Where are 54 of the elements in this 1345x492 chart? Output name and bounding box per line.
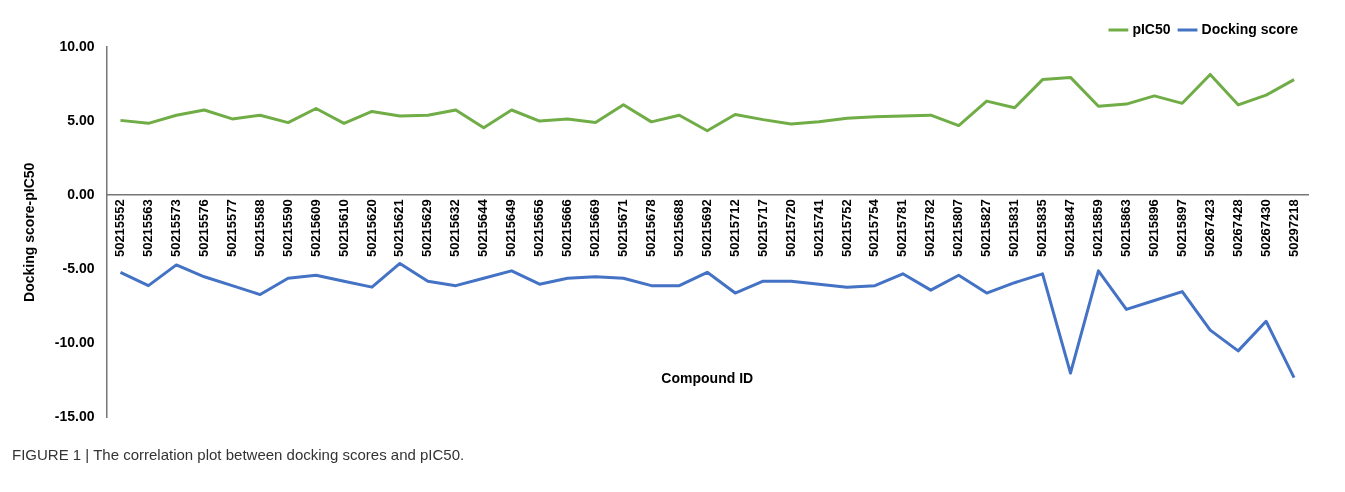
x-tick-label: 50267428 <box>1229 199 1245 258</box>
x-tick-label: 50215590 <box>279 199 295 258</box>
x-tick-label: 50215610 <box>335 199 351 258</box>
y-tick-label: -15.00 <box>54 408 95 425</box>
x-tick-label: 50215573 <box>167 199 183 258</box>
x-tick-label: 50215781 <box>894 199 910 258</box>
x-tick-label: 50267430 <box>1257 199 1273 258</box>
x-tick-label: 50215896 <box>1145 199 1161 258</box>
x-tick-label: 50215671 <box>615 199 630 258</box>
y-tick-label: -10.00 <box>54 334 95 351</box>
x-tick-label: 50215620 <box>363 199 379 258</box>
x-tick-label: 50297218 <box>1285 199 1301 258</box>
y-tick-label: -5.00 <box>62 260 95 277</box>
x-tick-label: 50215666 <box>559 199 575 258</box>
x-tick-label: 50215688 <box>670 199 686 258</box>
x-tick-label: 50215782 <box>922 199 938 258</box>
x-tick-label: 50215669 <box>587 199 603 258</box>
x-tick-label: 50215678 <box>642 199 658 258</box>
x-tick-label: 50215827 <box>978 199 994 258</box>
x-tick-label: 50215649 <box>503 199 519 258</box>
x-tick-label: 50215831 <box>1006 199 1022 258</box>
x-tick-label: 50215712 <box>726 199 742 258</box>
x-tick-label: 50215720 <box>782 199 798 258</box>
x-tick-label: 50215717 <box>754 199 770 258</box>
legend-label: Docking score <box>1201 20 1299 37</box>
y-tick-label: 10.00 <box>59 37 95 54</box>
x-axis-title: Compound ID <box>661 370 754 387</box>
x-tick-label: 50215754 <box>866 198 882 258</box>
x-tick-label: 50215741 <box>810 199 826 258</box>
x-tick-label: 50215552 <box>112 199 128 258</box>
x-tick-label: 50215847 <box>1062 199 1078 258</box>
caption: FIGURE 1 | The correlation plot between docking scores and pIC50. <box>12 446 466 463</box>
x-tick-label: 50215629 <box>419 199 435 258</box>
x-tick-label: 50215807 <box>950 199 966 258</box>
x-tick-label: 50215656 <box>531 199 547 258</box>
x-tick-label: 50215859 <box>1090 199 1106 258</box>
x-tick-label: 50215588 <box>251 199 267 258</box>
y-axis-title: Docking score-pIC50 <box>21 162 38 302</box>
x-tick-label: 50215897 <box>1173 199 1189 258</box>
x-tick-label: 50215863 <box>1117 199 1133 258</box>
x-tick-label: 50215644 <box>475 198 491 258</box>
legend-label: pIC50 <box>1132 20 1171 37</box>
y-tick-label: 5.00 <box>67 111 95 128</box>
x-tick-label: 50215576 <box>195 199 211 258</box>
y-tick-label: 0.00 <box>67 186 95 203</box>
x-tick-label: 50215632 <box>447 199 463 258</box>
x-tick-label: 50215577 <box>223 199 239 258</box>
x-tick-label: 50215563 <box>139 199 155 258</box>
x-tick-label: 50215835 <box>1034 199 1050 258</box>
x-tick-label: 50215752 <box>838 199 854 258</box>
x-tick-label: 50215692 <box>698 199 714 258</box>
x-tick-label: 50215609 <box>307 199 323 258</box>
x-tick-label: 50215621 <box>391 199 407 258</box>
x-tick-label: 50267423 <box>1201 199 1217 258</box>
